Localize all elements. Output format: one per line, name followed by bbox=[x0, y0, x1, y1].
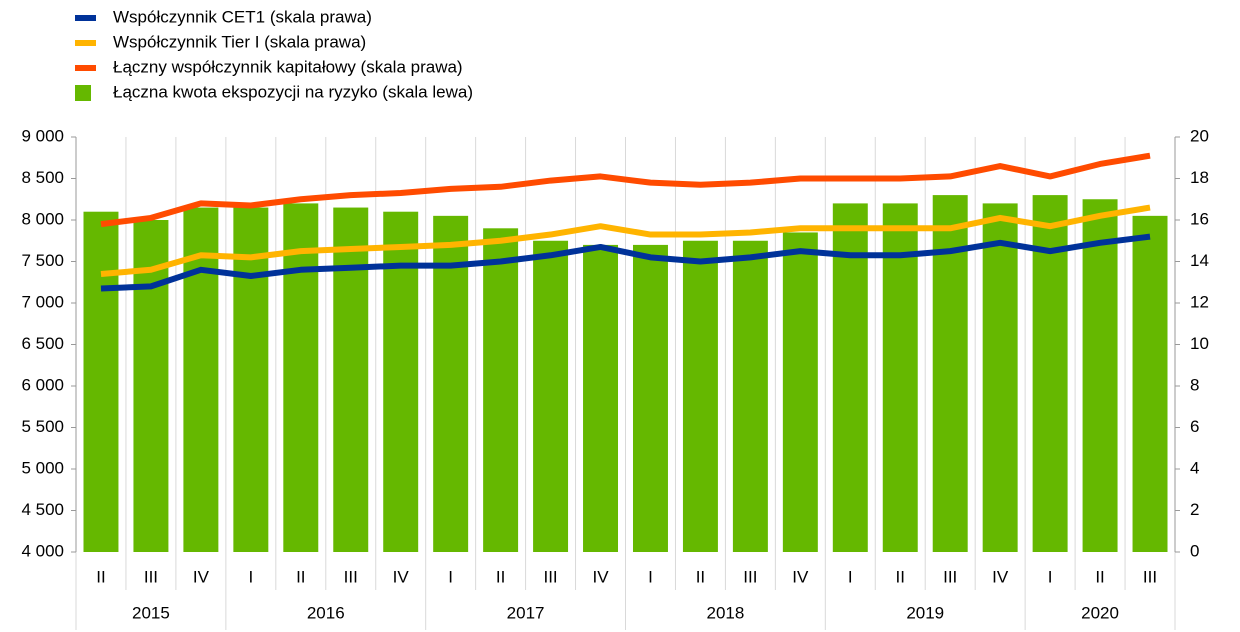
x-tick-label: I bbox=[648, 567, 653, 586]
y-tick-label: 6 000 bbox=[21, 375, 64, 394]
x-tick-label: III bbox=[943, 567, 957, 586]
line bbox=[100, 233, 1151, 292]
legend-label: Współczynnik CET1 (skala prawa) bbox=[113, 7, 372, 26]
x-tick-label: III bbox=[743, 567, 757, 586]
x-tick-label: II bbox=[96, 567, 105, 586]
x-tick-label: II bbox=[1095, 567, 1104, 586]
y2-tick-label: 14 bbox=[1190, 251, 1209, 270]
bar bbox=[333, 207, 369, 553]
y2-tick-label: 8 bbox=[1190, 375, 1199, 394]
legend-label: Współczynnik Tier I (skala prawa) bbox=[113, 32, 366, 51]
bar bbox=[133, 220, 169, 552]
legend-swatch bbox=[75, 85, 91, 101]
x-group-label: 2016 bbox=[307, 603, 345, 622]
x-tick-label: II bbox=[696, 567, 705, 586]
x-tick-label: III bbox=[144, 567, 158, 586]
x-tick-label: III bbox=[344, 567, 358, 586]
bar bbox=[882, 203, 918, 552]
x-tick-label: II bbox=[896, 567, 905, 586]
x-group-label: 2019 bbox=[906, 603, 944, 622]
x-tick-label: I bbox=[448, 567, 453, 586]
y-tick-label: 5 500 bbox=[21, 417, 64, 436]
y2-tick-label: 0 bbox=[1190, 541, 1199, 560]
x-tick-label: IV bbox=[393, 567, 410, 586]
x-tick-label: III bbox=[1143, 567, 1157, 586]
y2-tick-label: 6 bbox=[1190, 417, 1199, 436]
y2-tick-label: 18 bbox=[1190, 168, 1209, 187]
bar bbox=[682, 240, 718, 552]
y2-tick-label: 20 bbox=[1190, 126, 1209, 145]
bar bbox=[183, 207, 219, 553]
y2-tick-label: 16 bbox=[1190, 209, 1209, 228]
y-tick-label: 8 500 bbox=[21, 168, 64, 187]
x-tick-label: IV bbox=[592, 567, 609, 586]
bar bbox=[583, 244, 619, 552]
line bbox=[100, 204, 1151, 277]
y2-tick-label: 12 bbox=[1190, 292, 1209, 311]
y-tick-label: 4 000 bbox=[21, 541, 64, 560]
bar bbox=[1132, 215, 1168, 552]
bar bbox=[732, 240, 768, 552]
y-tick-label: 7 500 bbox=[21, 251, 64, 270]
bar bbox=[982, 203, 1018, 552]
x-group-label: 2018 bbox=[706, 603, 744, 622]
y-tick-label: 8 000 bbox=[21, 209, 64, 228]
legend-label: Łączna kwota ekspozycji na ryzyko (skala… bbox=[113, 82, 473, 101]
y-tick-label: 4 500 bbox=[21, 500, 64, 519]
bar bbox=[483, 228, 519, 553]
bar bbox=[533, 240, 569, 552]
bar bbox=[832, 203, 868, 552]
bar bbox=[233, 207, 269, 553]
bar bbox=[1082, 199, 1118, 552]
bar bbox=[1032, 195, 1068, 552]
y2-tick-label: 2 bbox=[1190, 500, 1199, 519]
x-tick-label: II bbox=[296, 567, 305, 586]
x-tick-label: IV bbox=[992, 567, 1009, 586]
y2-tick-label: 4 bbox=[1190, 458, 1199, 477]
x-tick-label: II bbox=[496, 567, 505, 586]
x-group-label: 2017 bbox=[507, 603, 545, 622]
line bbox=[100, 152, 1151, 228]
y-tick-label: 9 000 bbox=[21, 126, 64, 145]
bar bbox=[782, 232, 818, 552]
x-tick-label: I bbox=[248, 567, 253, 586]
x-tick-label: IV bbox=[193, 567, 210, 586]
y2-tick-label: 10 bbox=[1190, 334, 1209, 353]
legend-label: Łączny współczynnik kapitałowy (skala pr… bbox=[113, 57, 463, 76]
x-tick-label: I bbox=[848, 567, 853, 586]
x-tick-label: III bbox=[543, 567, 557, 586]
bar bbox=[283, 203, 319, 552]
x-group-label: 2015 bbox=[132, 603, 170, 622]
bar bbox=[632, 244, 668, 552]
x-tick-label: IV bbox=[792, 567, 809, 586]
x-tick-label: I bbox=[1048, 567, 1053, 586]
y-tick-label: 5 000 bbox=[21, 458, 64, 477]
bar bbox=[83, 211, 119, 552]
x-group-label: 2020 bbox=[1081, 603, 1119, 622]
y-tick-label: 7 000 bbox=[21, 292, 64, 311]
y-tick-label: 6 500 bbox=[21, 334, 64, 353]
bar bbox=[433, 215, 469, 552]
